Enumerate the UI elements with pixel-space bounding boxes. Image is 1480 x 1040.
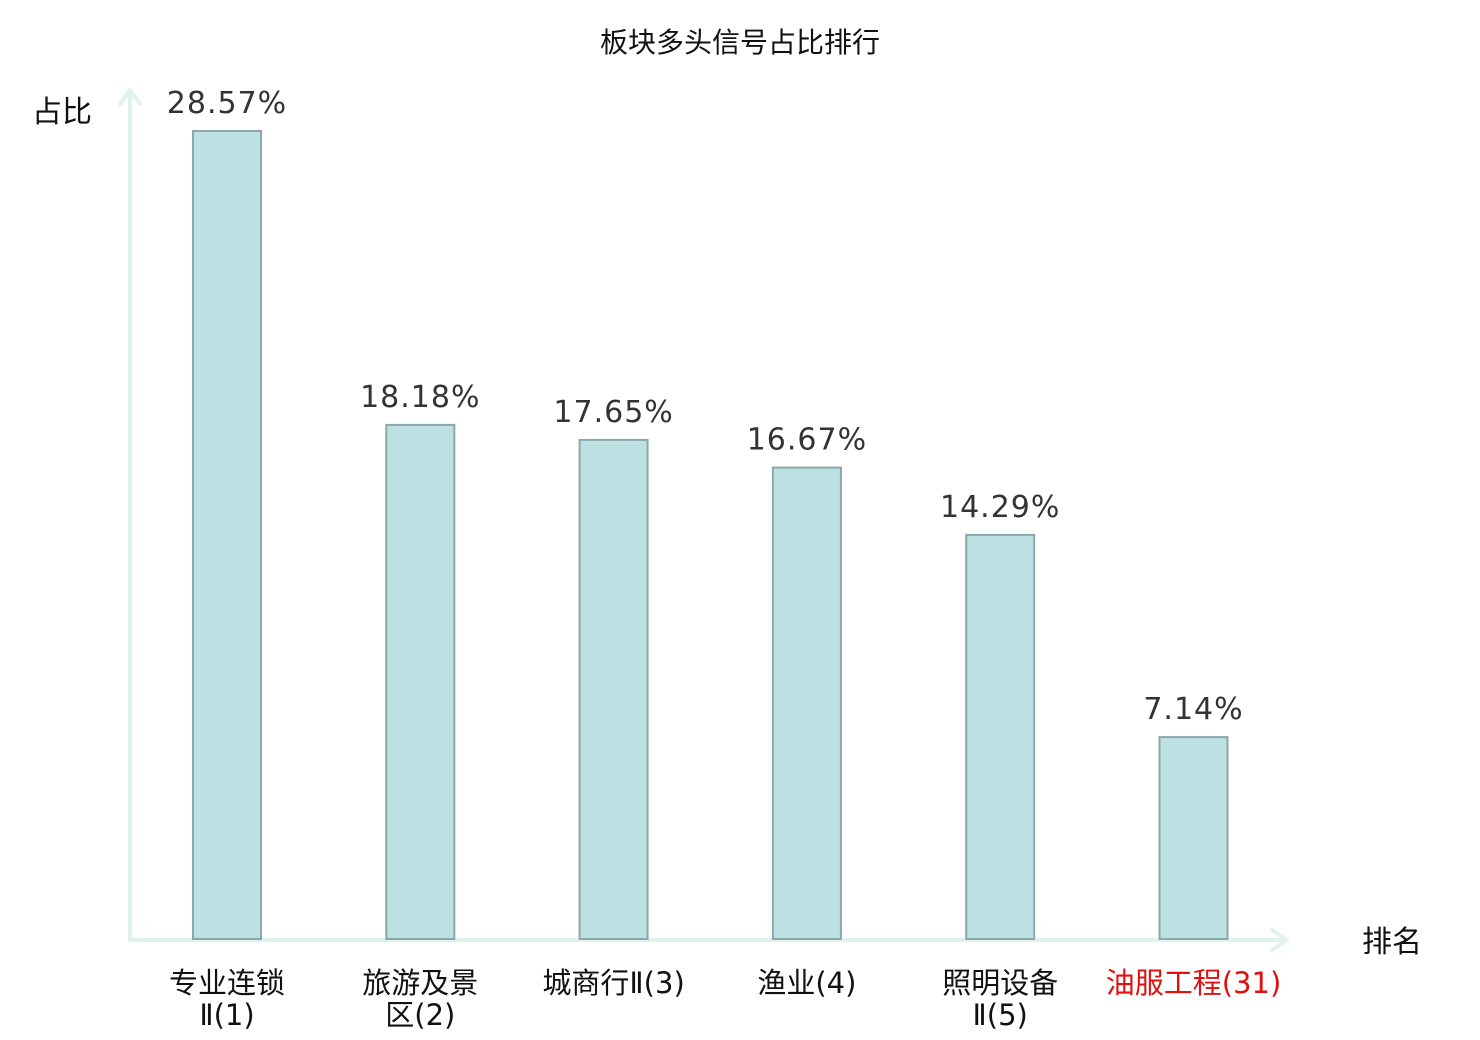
category-label-6-line-1: 油服工程(31) <box>1106 966 1282 1000</box>
value-label-5: 14.29% <box>940 490 1060 525</box>
value-labels-group: 28.57% 18.18% 17.65% 16.67% 14.29% 7.14% <box>167 86 1243 727</box>
chart-title: 板块多头信号占比排行 <box>600 26 880 59</box>
value-label-2: 18.18% <box>360 380 480 415</box>
category-label-2-line-2: 区(2) <box>385 998 455 1032</box>
category-label-1-line-2: Ⅱ(1) <box>199 998 254 1032</box>
bar-3 <box>578 438 649 940</box>
category-label-3-line-1: 城商行Ⅱ(3) <box>542 966 684 1000</box>
value-label-6: 7.14% <box>1143 692 1243 727</box>
bar-6 <box>1158 736 1229 940</box>
value-label-4: 16.67% <box>747 423 867 458</box>
x-axis-arrow-icon <box>1270 928 1289 952</box>
bar-2 <box>385 423 456 940</box>
value-label-1: 28.57% <box>167 86 287 121</box>
y-axis-arrow-icon <box>118 88 142 106</box>
bar-1 <box>192 130 262 940</box>
category-label-5-line-1: 照明设备 <box>942 966 1058 1000</box>
x-axis-label: 排名 <box>1362 925 1422 960</box>
bars-group <box>192 130 1229 941</box>
y-axis-label: 占比 <box>32 95 92 130</box>
category-label-5-line-2: Ⅱ(5) <box>973 998 1028 1032</box>
bar-5 <box>965 533 1036 941</box>
category-label-2-line-1: 旅游及景 <box>362 966 478 1000</box>
category-label-4-line-1: 渔业(4) <box>757 966 856 1000</box>
category-label-1-line-1: 专业连锁 <box>169 966 285 1000</box>
bar-4 <box>771 466 842 940</box>
value-label-3: 17.65% <box>553 395 673 430</box>
